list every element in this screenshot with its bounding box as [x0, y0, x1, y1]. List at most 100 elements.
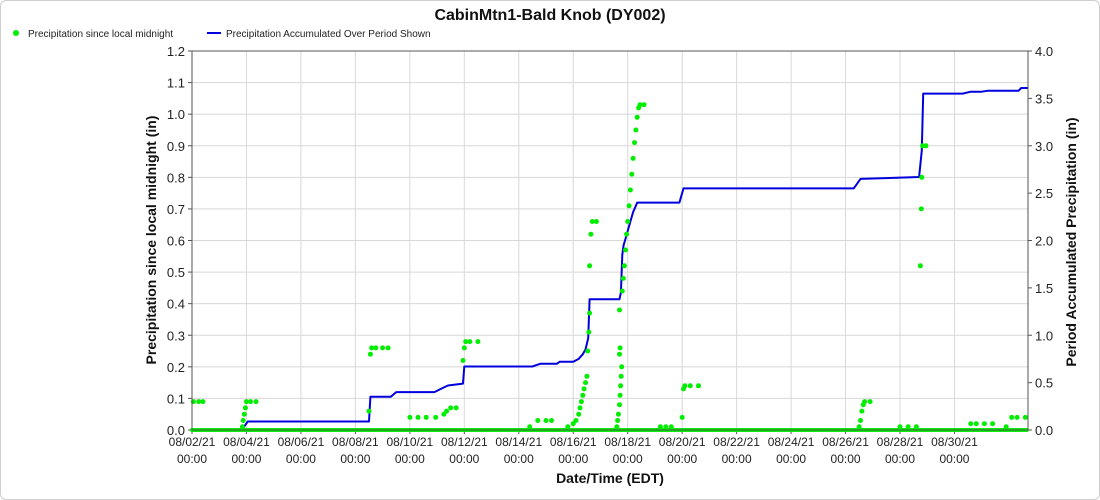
data-point	[856, 424, 862, 430]
x-tick-date: 08/12/21	[441, 435, 488, 449]
data-point	[587, 310, 593, 316]
x-tick-date: 08/02/21	[169, 435, 216, 449]
data-point	[444, 408, 450, 414]
plot-area-border	[191, 50, 1029, 431]
data-point	[239, 424, 245, 430]
data-point	[623, 247, 628, 253]
data-point	[981, 421, 987, 427]
y-left-tick-label: 0.8	[167, 170, 185, 185]
data-point	[614, 424, 620, 430]
data-point	[657, 424, 663, 430]
data-point	[632, 140, 637, 146]
data-point	[200, 399, 206, 405]
accumulated-line	[192, 87, 1028, 431]
data-point	[619, 288, 625, 294]
data-point	[578, 399, 584, 405]
y-right-tick-label: 3.5	[1035, 91, 1053, 106]
y-right-tick-label: 0.5	[1035, 376, 1053, 391]
data-point	[253, 399, 259, 405]
data-point	[617, 351, 622, 357]
x-axis: 08/02/21 00:00 08/04/21 00:00 08/06/21 00:00 0…	[169, 430, 978, 466]
legend-label-precip-midnight: Precipitation since local midnight	[28, 29, 173, 40]
data-point	[576, 411, 582, 417]
data-point	[248, 399, 253, 405]
data-point	[593, 219, 599, 224]
y-right-tick-label: 1.5	[1035, 281, 1053, 296]
x-tick-time: 00:00	[667, 452, 697, 466]
data-point	[573, 418, 579, 423]
x-tick-date: 08/30/21	[931, 435, 978, 449]
data-point	[858, 418, 863, 423]
data-point	[585, 348, 591, 354]
x-tick-time: 00:00	[177, 452, 207, 466]
data-point	[433, 414, 439, 420]
data-point	[618, 373, 624, 379]
x-tick-date: 08/04/21	[223, 435, 270, 449]
data-point	[475, 339, 481, 345]
data-point	[617, 402, 622, 408]
data-point	[629, 171, 635, 177]
y-left-tick-label: 0.4	[167, 297, 185, 312]
data-point	[380, 345, 386, 351]
data-point	[583, 380, 588, 386]
x-tick-date: 08/26/21	[822, 435, 869, 449]
data-point	[1009, 414, 1015, 420]
data-point	[619, 364, 625, 370]
x-tick-date: 08/10/21	[386, 435, 433, 449]
x-tick-date: 08/24/21	[768, 435, 815, 449]
data-point	[588, 231, 594, 237]
data-point	[682, 383, 688, 389]
data-point	[581, 386, 587, 392]
data-point	[240, 418, 246, 423]
x-tick-date: 08/20/21	[659, 435, 706, 449]
data-point	[369, 345, 375, 351]
data-point	[241, 411, 247, 417]
data-point	[242, 405, 248, 411]
data-point	[630, 155, 636, 161]
y-left-tick-label: 0.7	[167, 202, 185, 217]
y-left-tick-label: 0.0	[167, 423, 185, 438]
x-tick-date: 08/16/21	[550, 435, 597, 449]
legend: Precipitation since local midnight Preci…	[13, 29, 431, 40]
data-point	[641, 102, 647, 108]
data-point	[624, 231, 630, 237]
x-tick-time: 00:00	[558, 452, 588, 466]
data-point	[990, 421, 996, 427]
data-point	[859, 408, 865, 414]
x-tick-time: 00:00	[340, 452, 370, 466]
legend-points-marker	[13, 30, 19, 36]
data-point	[919, 174, 925, 180]
data-point	[633, 127, 639, 133]
data-point	[897, 424, 903, 430]
data-point	[696, 383, 701, 389]
y-left-tick-label: 1.1	[167, 76, 185, 91]
x-tick-time: 00:00	[831, 452, 861, 466]
data-point	[423, 414, 429, 420]
data-point	[461, 345, 467, 351]
data-point	[627, 187, 633, 193]
x-tick-time: 00:00	[449, 452, 479, 466]
data-point	[668, 424, 674, 430]
x-tick-time: 00:00	[286, 452, 316, 466]
x-tick-date: 08/28/21	[877, 435, 924, 449]
data-point	[621, 263, 627, 269]
data-point	[1003, 424, 1009, 430]
series-accumulated	[192, 87, 1028, 431]
data-point	[923, 143, 929, 149]
data-point	[453, 405, 459, 411]
data-point	[586, 329, 592, 335]
data-point	[535, 418, 541, 423]
data-point	[687, 383, 693, 389]
y-left-tick-label: 1.2	[167, 44, 185, 59]
y-right-tick-label: 0.0	[1035, 423, 1053, 438]
data-point	[913, 424, 919, 430]
data-point	[1014, 414, 1020, 420]
data-point	[577, 405, 583, 411]
x-tick-date: 08/06/21	[278, 435, 325, 449]
x-tick-time: 00:00	[613, 452, 643, 466]
y-left-tick-label: 1.0	[167, 107, 185, 122]
x-tick-date: 08/22/21	[713, 435, 760, 449]
y-right-tick-label: 2.0	[1035, 234, 1053, 249]
data-point	[367, 351, 373, 357]
